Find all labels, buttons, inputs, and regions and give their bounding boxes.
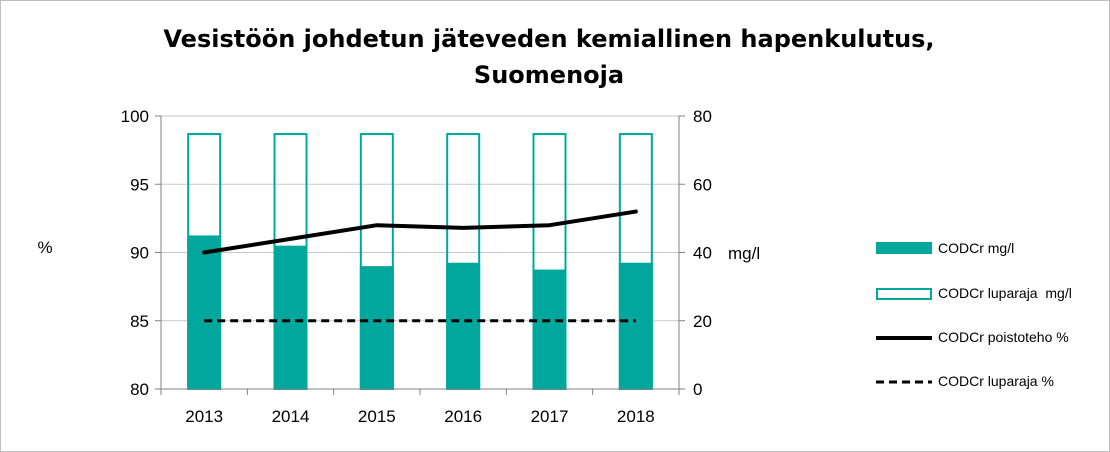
line-removal-efficiency [202,209,638,255]
left-axis-label: % [37,238,52,257]
left-tick-label: 95 [130,175,149,194]
legend-label-removal: CODCr poistoteho % [938,329,1069,345]
bar-cod-mgl [187,235,222,389]
bar-cod-mgl [273,245,308,389]
bar-cod-mgl [359,266,394,389]
x-tick-label: 2017 [531,407,569,426]
right-axis-label: mg/l [728,244,760,263]
left-tick-label: 85 [130,312,149,331]
legend-label-cod-mgl: CODCr mg/l [938,240,1014,256]
left-tick-label: 100 [121,107,149,126]
legend: CODCr mg/l CODCr luparaja mg/l CODCr poi… [876,240,1072,389]
bar-cod-mgl [532,269,567,389]
legend-swatch-cod-limit-mgl [876,288,932,300]
axes: 100 95 90 85 80 80 60 40 20 0 2013 2014 2015 2016 2017… [121,107,712,426]
lines [202,209,638,323]
right-tick-label: 60 [693,175,712,194]
chart-title-line2: Suomenoja [474,61,624,89]
chart-title-line1: Vesistöön johdetun jäteveden kemiallinen… [163,25,934,53]
x-tick-label: 2015 [358,407,396,426]
right-tick-label: 40 [693,244,712,263]
bar-cod-mgl [618,262,653,389]
bars [187,133,653,390]
right-tick-label: 80 [693,107,712,126]
x-tick-label: 2014 [272,407,310,426]
legend-swatch-cod-mgl [876,242,932,254]
x-tick-label: 2013 [185,407,223,426]
legend-label-removal-limit: CODCr luparaja % [938,373,1054,389]
bar-cod-mgl [446,262,481,389]
legend-label-cod-limit-mgl: CODCr luparaja mg/l [938,285,1072,301]
right-tick-label: 0 [693,380,702,399]
x-tick-label: 2016 [444,407,482,426]
left-tick-label: 80 [130,380,149,399]
right-tick-label: 20 [693,312,712,331]
x-tick-label: 2018 [617,407,655,426]
left-tick-label: 90 [130,244,149,263]
